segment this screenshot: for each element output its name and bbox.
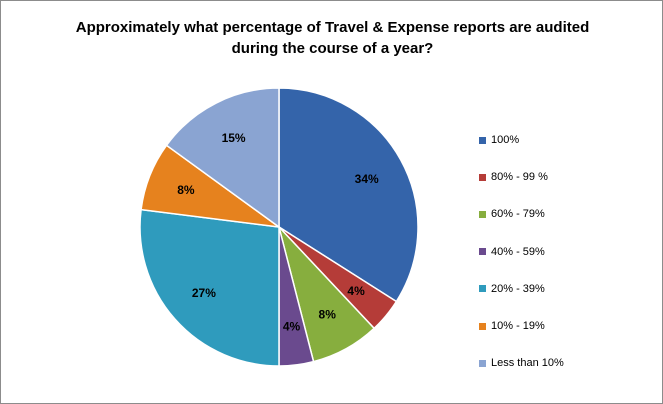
legend-label-4: 20% - 39% [491, 282, 545, 295]
legend-swatch-1 [479, 173, 486, 181]
chart-title-line-1: Approximately what percentage of Travel … [75, 19, 590, 36]
slice-data-label-6: 15% [222, 131, 246, 145]
slice-data-label-4: 27% [192, 286, 216, 300]
slice-data-label-0: 34% [355, 172, 379, 186]
legend-swatch-0 [479, 136, 486, 144]
legend-item-6: Less than 10% [479, 356, 564, 370]
legend-swatch-3 [479, 248, 486, 256]
legend-item-4: 20% - 39% [479, 282, 545, 296]
legend-item-3: 40% - 59% [479, 245, 545, 259]
legend-item-2: 60% - 79% [479, 207, 545, 221]
pie-slice-6 [165, 87, 280, 229]
slice-data-label-5: 8% [177, 183, 195, 197]
legend-item-5: 10% - 19% [479, 319, 545, 333]
legend-label-1: 80% - 99 % [491, 171, 548, 184]
slice-data-label-2: 8% [319, 308, 337, 322]
slice-data-label-3: 4% [283, 319, 301, 333]
slice-data-label-1: 4% [347, 284, 365, 298]
legend-swatch-4 [479, 285, 486, 293]
pie-slice-0 [278, 87, 419, 303]
chart-title-line-2: during the course of a year? [231, 40, 434, 57]
legend-label-5: 10% - 19% [491, 320, 545, 332]
legend-swatch-2 [479, 210, 486, 218]
legend-swatch-6 [479, 359, 486, 367]
legend-label-6: Less than 10% [491, 357, 564, 370]
legend-label-3: 40% - 59% [491, 245, 545, 258]
pie-slice-4 [139, 208, 280, 367]
chart-title: Approximately what percentage of Travel … [41, 17, 624, 59]
legend-swatch-5 [479, 322, 486, 330]
legend-item-0: 100% [479, 133, 519, 147]
legend-label-2: 60% - 79% [491, 208, 545, 221]
legend-label-0: 100% [491, 134, 520, 146]
legend-item-1: 80% - 99 % [479, 170, 548, 184]
